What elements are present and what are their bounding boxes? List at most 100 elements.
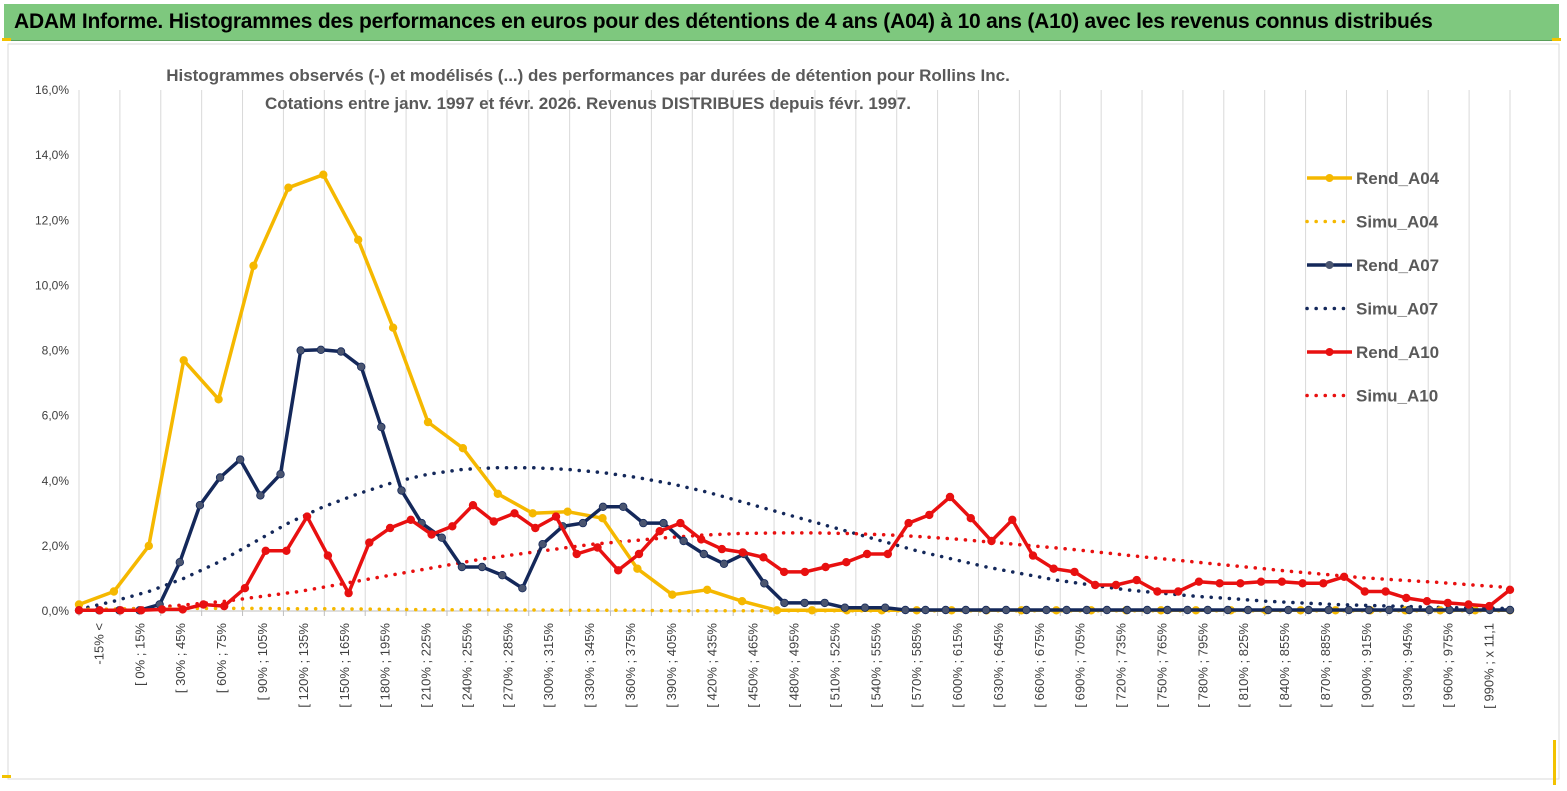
data-point: [178, 605, 187, 614]
data-point: [219, 601, 229, 611]
data-point: [760, 579, 769, 588]
data-point: [668, 590, 677, 599]
series-line: [79, 495, 1512, 613]
chart-frame: [7, 43, 1560, 780]
data-point: [1422, 597, 1432, 606]
data-point: [862, 549, 872, 559]
data-point: [95, 606, 104, 615]
data-point: [240, 584, 250, 593]
data-point: [1364, 605, 1374, 615]
data-point: [1304, 605, 1313, 615]
data-point: [276, 470, 285, 479]
data-point: [772, 606, 782, 615]
data-point: [256, 491, 265, 500]
data-point: [655, 527, 664, 536]
data-point: [136, 606, 146, 615]
data-point: [738, 548, 747, 557]
series-Rend_A10: [74, 492, 1515, 615]
x-tick-label: [ 300% ; 315%: [541, 623, 556, 708]
data-point: [1324, 605, 1333, 615]
data-point: [759, 553, 768, 562]
data-point: [578, 518, 588, 528]
data-point: [1082, 605, 1091, 615]
data-point: [1344, 605, 1353, 615]
data-point: [528, 509, 537, 518]
report-title: ADAM Informe. Histogrammes des performan…: [14, 10, 1433, 33]
data-point: [1263, 605, 1273, 615]
data-point: [157, 605, 167, 614]
data-point: [377, 422, 386, 432]
legend-label: Simu_A10: [1356, 387, 1438, 406]
data-point: [1485, 601, 1494, 611]
x-tick-label: [ 690% ; 705%: [1073, 623, 1088, 708]
x-tick-label: [ 90% ; 105%: [255, 623, 270, 701]
x-tick-label: [ 480% ; 495%: [787, 623, 802, 708]
data-point: [385, 523, 395, 533]
data-point: [1111, 580, 1121, 590]
data-point: [1384, 605, 1394, 615]
data-point: [282, 546, 291, 555]
y-tick-label: 4,0%: [42, 474, 70, 488]
data-point: [820, 598, 829, 608]
data-point: [427, 530, 436, 539]
data-point: [458, 444, 468, 453]
data-point: [1122, 605, 1132, 615]
series-Rend_A07: [74, 345, 1515, 615]
data-point: [336, 347, 346, 356]
y-tick-label: 2,0%: [42, 539, 70, 553]
data-point: [1090, 580, 1100, 590]
data-point: [1339, 572, 1349, 581]
data-point: [1360, 587, 1369, 596]
x-tick-label: [ 270% ; 285%: [500, 623, 515, 708]
data-point: [1256, 577, 1266, 586]
data-point: [941, 605, 950, 615]
x-tick-label: [ 570% ; 585%: [909, 623, 924, 708]
data-point: [1070, 567, 1079, 577]
data-point: [179, 356, 188, 365]
data-point: [302, 512, 312, 521]
data-point: [821, 562, 830, 572]
data-point: [572, 549, 581, 559]
data-point: [397, 486, 406, 495]
legend-item-Simu_A04: Simu_A04: [1305, 213, 1439, 232]
data-point: [214, 395, 223, 404]
x-tick-label: [ 990% ; x 11,1: [1482, 623, 1497, 709]
data-point: [987, 536, 996, 546]
data-point: [699, 549, 708, 559]
axes: 0,0% 2,0% 4,0% 6,0% 8,0% 10,0% 12,0% 14,0% 16,0%…: [35, 83, 1510, 709]
y-tick-label: 14,0%: [35, 148, 69, 162]
data-point: [925, 510, 934, 520]
data-point: [116, 606, 125, 615]
data-point: [697, 535, 706, 544]
chart-title-line-1: Histogrammes observés (-) et modélisés (…: [166, 66, 1010, 85]
y-tick-label: 16,0%: [35, 83, 69, 97]
data-point: [1194, 577, 1204, 586]
data-point: [195, 501, 205, 510]
data-point: [1298, 579, 1307, 588]
data-point: [1163, 605, 1172, 615]
data-point: [981, 605, 991, 615]
data-point: [468, 501, 478, 510]
data-point: [717, 544, 727, 554]
data-point: [1243, 605, 1253, 615]
data-point: [639, 518, 648, 528]
data-point: [1062, 605, 1071, 615]
data-point: [800, 598, 809, 608]
x-tick-label: [ 540% ; 555%: [868, 623, 883, 708]
y-tick-label: 6,0%: [42, 409, 70, 423]
x-tick-label: [ 0% ; 15%: [132, 623, 147, 686]
data-point: [598, 514, 607, 523]
data-point: [1049, 564, 1058, 573]
data-point: [1022, 605, 1031, 615]
data-point: [921, 605, 930, 615]
x-tick-label: [ 450% ; 465%: [746, 623, 761, 708]
data-point: [779, 567, 789, 577]
x-tick-label: [ 330% ; 345%: [582, 623, 597, 708]
data-point: [448, 522, 457, 531]
legend-label: Simu_A04: [1356, 213, 1439, 232]
legend: Rend_A04 Simu_A04 Rend_A07 Simu_A07 Rend_A10…: [1305, 169, 1440, 406]
data-point: [840, 603, 850, 612]
corner-marker: [1552, 38, 1561, 41]
